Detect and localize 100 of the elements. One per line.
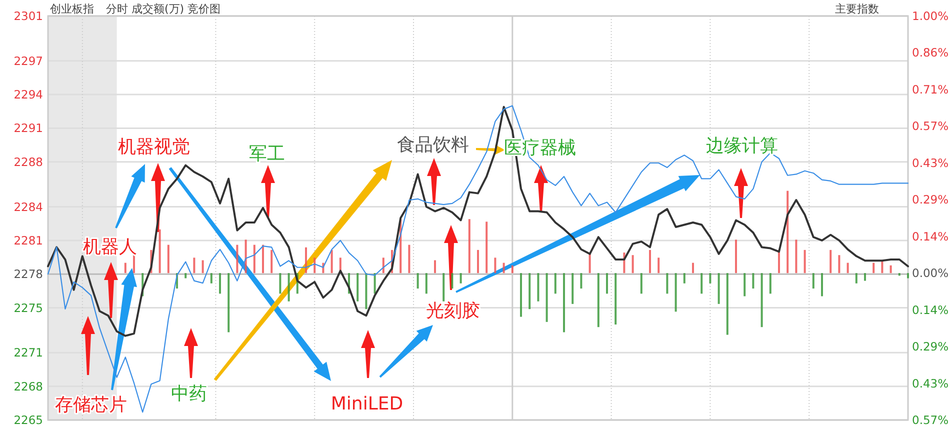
y2-tick-label: 0.43% — [912, 156, 949, 170]
bar — [614, 273, 617, 325]
bar — [812, 273, 814, 289]
annotation: 食品饮料 — [397, 134, 469, 156]
bar — [434, 260, 436, 274]
bar — [640, 273, 642, 294]
y-tick-label: 2275 — [14, 300, 43, 315]
y2-tick-label: 0.14% — [912, 229, 949, 244]
bar — [262, 244, 264, 274]
y-tick-label: 2291 — [14, 121, 43, 136]
bar — [890, 265, 892, 274]
bar — [382, 258, 384, 274]
annotation: 军工 — [249, 144, 285, 164]
bar — [511, 265, 514, 274]
bar — [468, 219, 470, 274]
y-tick-label: 2265 — [14, 413, 43, 427]
y-tick-label: 2268 — [14, 379, 43, 394]
bar — [210, 273, 212, 284]
bar — [124, 262, 126, 274]
bar — [279, 273, 282, 294]
y-tick-label: 2301 — [14, 9, 43, 23]
y2-tick-label: 0.43% — [912, 376, 949, 390]
bar — [202, 260, 204, 274]
y-tick-label: 2297 — [14, 54, 43, 68]
bar — [425, 273, 428, 294]
bar — [554, 273, 556, 294]
bar — [683, 273, 686, 284]
bar — [760, 273, 763, 328]
bar — [563, 273, 565, 332]
y2-tick-label: 0.57% — [912, 413, 949, 427]
bar — [270, 250, 273, 274]
bar — [744, 273, 746, 296]
bar — [494, 258, 496, 274]
annotation: MiniLED — [330, 394, 404, 414]
bar — [872, 262, 875, 274]
annotation: 边缘计算 — [706, 136, 778, 156]
bar — [158, 229, 161, 274]
y2-tick-label: 0.00% — [912, 266, 949, 280]
annotation: 存储芯片 — [55, 394, 127, 416]
bar — [451, 273, 454, 289]
bar — [830, 250, 832, 274]
bar — [460, 273, 462, 284]
bar — [236, 244, 238, 274]
chart-subtitle: 分时 成交额(万) 竞价图 — [106, 2, 221, 16]
bar — [821, 273, 823, 296]
bar — [907, 273, 909, 278]
bar — [795, 240, 798, 274]
y-tick-label: 2278 — [14, 267, 43, 282]
bar — [692, 262, 694, 274]
bar — [864, 273, 866, 281]
bar — [502, 262, 505, 274]
bar — [408, 244, 410, 274]
bar — [606, 273, 608, 294]
bar — [219, 273, 221, 294]
bar — [718, 273, 720, 304]
bar — [330, 250, 333, 274]
bar — [838, 255, 840, 274]
y2-tick-label: 1.00% — [912, 9, 949, 23]
bar — [537, 273, 540, 302]
bar — [666, 273, 668, 294]
bar — [632, 255, 634, 274]
bar — [546, 273, 548, 322]
bar — [356, 273, 359, 302]
bar — [735, 240, 737, 274]
bar — [520, 273, 522, 317]
bar — [305, 247, 307, 274]
bar — [786, 190, 789, 274]
annotation: 中药 — [171, 384, 207, 404]
bar — [416, 273, 419, 289]
bar — [709, 273, 712, 284]
bar — [228, 273, 230, 332]
bar — [133, 255, 135, 274]
y-tick-label: 2284 — [14, 200, 43, 214]
bar — [167, 244, 170, 274]
y2-tick-label: 0.14% — [912, 302, 949, 317]
bar — [365, 273, 368, 310]
bar — [374, 273, 376, 294]
bar — [528, 273, 531, 310]
y2-tick-label: 0.71% — [912, 82, 949, 96]
bar — [244, 240, 247, 274]
y-tick-label: 2288 — [14, 154, 43, 169]
annotation: 光刻胶 — [426, 300, 480, 322]
bar — [486, 222, 488, 274]
y-tick-label: 2271 — [14, 346, 43, 360]
bar — [288, 273, 290, 302]
bar — [769, 273, 772, 294]
bar — [658, 258, 660, 274]
bar — [184, 273, 187, 278]
y2-tick-label: 0.29% — [912, 192, 949, 207]
bar — [898, 273, 900, 276]
y-tick-label: 2281 — [14, 233, 43, 248]
y-tick-label: 2294 — [14, 88, 43, 102]
bar — [597, 273, 600, 328]
y2-tick-label: 0.86% — [912, 46, 949, 60]
bar — [649, 250, 651, 274]
bar — [855, 273, 858, 284]
bar — [846, 262, 849, 274]
bar — [193, 258, 196, 274]
bar — [442, 273, 445, 302]
bar — [572, 273, 574, 304]
